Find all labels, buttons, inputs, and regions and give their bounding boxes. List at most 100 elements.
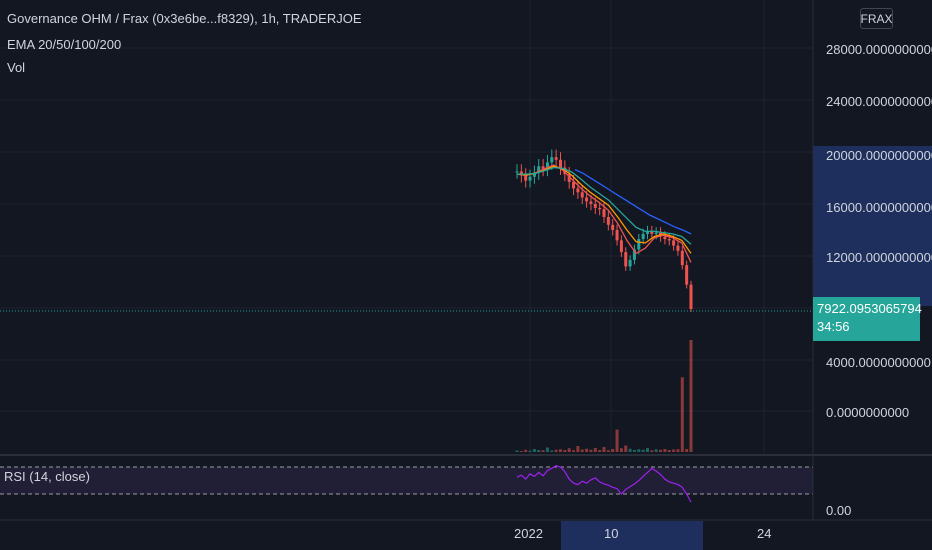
candle-body [641,233,645,240]
volume-bar [537,450,541,452]
candle-body [541,166,545,169]
volume-bar [646,448,649,452]
candle-body [554,157,558,160]
current-price-value: 7922.0953065794 [817,301,922,316]
volume-bar [515,450,519,452]
candle-body [676,245,680,251]
volume-bar [589,449,593,452]
volume-bar [559,449,562,452]
ema-indicator-label[interactable]: EMA 20/50/100/200 [7,37,122,52]
candle-body [528,176,532,181]
volume-bar [619,448,623,452]
volume-bar [528,450,532,452]
volume-bar [637,449,641,452]
ema-line [574,169,692,235]
candle-body [606,217,610,225]
candle-body [537,166,541,173]
candle-body [576,188,580,193]
price-tick: 16000.0000000000 [826,200,932,215]
volume-bar [685,449,689,452]
price-tick: 0.0000000000 [826,405,910,420]
candle-body [689,284,693,310]
volume-bar [598,450,602,452]
volume-bars [515,340,693,453]
candle-body [637,239,641,250]
candle-body [515,171,519,173]
candle-body [680,250,684,266]
current-price-tag: 7922.0953065794 34:56 [813,297,922,341]
volume-bar [567,448,571,452]
volume-bar [602,447,606,452]
candle-body [598,207,602,210]
candle-body [593,204,597,208]
volume-bar [659,449,663,452]
volume-bar [545,447,549,452]
rsi-indicator-label[interactable]: RSI (14, close) [4,469,90,484]
volume-bar [593,448,597,452]
volume-bar [580,449,584,452]
price-tick: 28000.0000000000 [826,42,932,57]
candle-body [619,240,623,253]
candle-body [654,232,658,234]
time-tick: 10 [604,526,619,541]
candle-body [624,252,628,267]
volume-bar [672,449,676,452]
candle-body [559,159,562,168]
volume-bar [532,449,536,452]
candle-body [524,175,528,181]
volume-bar [519,451,523,453]
candle-body [545,162,549,169]
volume-bar [641,449,645,452]
time-tick: 24 [757,526,772,541]
volume-bar [576,446,580,452]
volume-indicator-label[interactable]: Vol [7,60,26,75]
time-axis-highlight [561,521,703,550]
candle-body [572,181,576,189]
candle-body [672,240,676,246]
quote-currency-badge[interactable]: FRAX [860,8,893,29]
candle-body [585,197,589,202]
candle-body [685,265,689,285]
bar-countdown: 34:56 [817,319,850,334]
volume-bar [680,377,684,452]
rsi-band [0,467,813,494]
price-tick: 4000.0000000000 [826,355,931,370]
candle-body [550,157,554,163]
volume-bar [585,448,589,452]
ema-lines [516,164,692,263]
candle-body [650,231,654,234]
candle-body [615,230,619,241]
candle-body [580,192,584,198]
volume-bar [611,449,615,452]
volume-bar [650,450,654,452]
candle-body [532,172,536,177]
volume-bar [676,449,680,452]
candle-body [667,239,671,241]
price-tick: 20000.0000000000 [826,148,932,163]
candle-body [567,174,571,182]
candlesticks [515,149,693,313]
volume-bar [667,450,671,452]
volume-bar [663,449,667,452]
candle-body [646,231,649,234]
candle-body [602,209,606,217]
volume-bar [632,450,636,452]
candle-body [632,249,636,260]
price-axis-highlight [813,146,932,306]
volume-bar [654,449,658,452]
volume-bar [541,450,545,452]
rsi-line [516,464,692,503]
volume-bar [554,449,558,452]
rsi-axis-tick: 0.00 [826,503,852,518]
volume-bar [606,450,610,452]
candle-body [663,236,667,240]
volume-bar [524,449,528,452]
symbol-title[interactable]: Governance OHM / Frax (0x3e6be...f8329),… [7,11,362,26]
volume-bar [624,445,628,452]
price-tick: 12000.0000000000 [826,250,932,265]
ema-line [516,165,692,254]
volume-bar [550,450,554,452]
volume-bar [572,450,576,452]
grid-lines [0,0,813,455]
